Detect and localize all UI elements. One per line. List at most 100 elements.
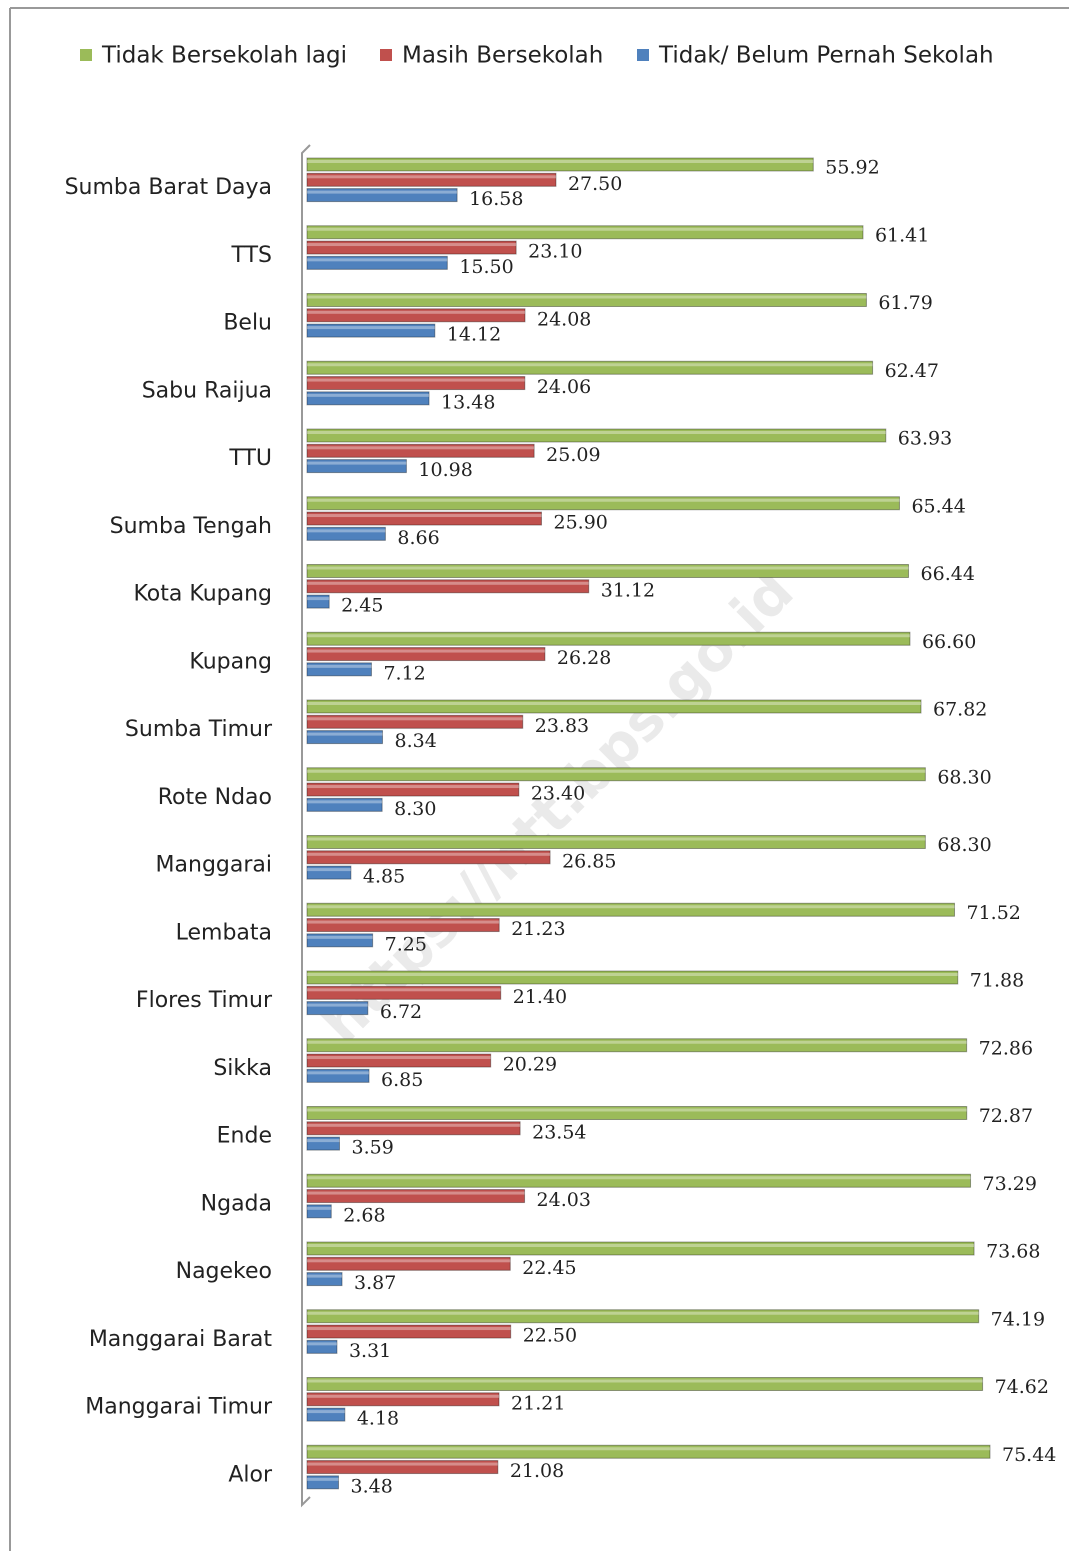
value-label: 73.29 [983, 1173, 1037, 1195]
category-label: TTS [231, 243, 272, 268]
bar [306, 797, 383, 812]
value-label: 74.62 [995, 1376, 1049, 1398]
bar-highlight [307, 1123, 521, 1127]
bar-highlight [307, 1274, 343, 1278]
bar-highlight [307, 446, 535, 450]
bar-highlight [307, 1410, 345, 1414]
bar-highlight [307, 227, 863, 231]
bar-highlight [307, 702, 922, 705]
bar [306, 782, 520, 797]
bar [306, 255, 448, 270]
category-label: Sikka [213, 1056, 272, 1081]
bar-highlight [307, 581, 589, 585]
bar-highlight [307, 363, 873, 367]
bar-highlight [307, 732, 383, 736]
bar-highlight [307, 634, 910, 638]
value-label: 22.45 [522, 1257, 576, 1279]
value-label: 75.44 [1002, 1444, 1056, 1466]
value-label: 21.08 [510, 1460, 564, 1482]
bar-highlight [307, 1311, 979, 1315]
bar-highlight [307, 393, 430, 397]
bar-highlight [307, 326, 435, 330]
value-label: 3.31 [349, 1340, 391, 1362]
bar-highlight [307, 1056, 491, 1060]
bar-highlight [307, 868, 351, 872]
legend-swatch [380, 49, 392, 61]
value-label: 25.90 [553, 512, 607, 534]
value-label: 4.85 [363, 866, 405, 888]
bar-highlight [307, 988, 501, 992]
value-label: 23.54 [532, 1121, 586, 1143]
bar [306, 699, 922, 714]
bar-highlight [307, 1477, 339, 1481]
bar [306, 1106, 968, 1120]
category-label: Alor [228, 1462, 273, 1487]
category-label: Kupang [189, 649, 272, 674]
value-label: 3.87 [354, 1272, 396, 1294]
bar [306, 428, 887, 443]
value-label: 8.66 [397, 527, 439, 549]
value-label: 13.48 [441, 391, 495, 413]
category-label: Rote Ndao [158, 785, 272, 810]
value-label: 61.79 [878, 292, 932, 314]
bar [306, 865, 352, 880]
bar-highlight [307, 800, 383, 804]
bar [306, 293, 867, 307]
bar [306, 594, 330, 609]
bar-highlight [307, 461, 407, 465]
bar [306, 172, 557, 187]
bar [306, 850, 551, 865]
bar-highlight [307, 529, 386, 533]
bar-highlight [307, 243, 517, 247]
value-label: 68.30 [937, 766, 991, 788]
value-label: 24.08 [537, 308, 591, 330]
bar [306, 1444, 991, 1459]
bar [306, 1256, 511, 1271]
value-label: 74.19 [991, 1308, 1045, 1330]
bar [306, 1038, 968, 1053]
bar [306, 526, 386, 541]
bar-highlight [307, 597, 330, 601]
value-label: 3.59 [352, 1137, 394, 1159]
category-label: Sabu Raijua [142, 378, 272, 403]
bar [306, 1189, 526, 1204]
bar [306, 308, 526, 323]
bar [306, 1136, 341, 1151]
bar-highlight [307, 664, 372, 668]
bar [306, 1001, 369, 1016]
bar-highlight [307, 431, 886, 434]
bar [306, 985, 502, 1000]
value-label: 66.60 [922, 631, 976, 653]
value-label: 20.29 [503, 1054, 557, 1076]
bar [306, 1053, 492, 1068]
legend-label: Tidak/ Belum Pernah Sekolah [658, 43, 994, 69]
bar-highlight [307, 1040, 967, 1044]
bar [306, 511, 542, 526]
bar-highlight [307, 1003, 368, 1007]
legend-label: Masih Bersekolah [402, 43, 603, 69]
bar [306, 443, 535, 458]
value-label: 8.34 [395, 730, 437, 752]
bar-highlight [307, 295, 867, 299]
value-label: 21.40 [513, 986, 567, 1008]
bar [306, 835, 926, 849]
bar-highlight [307, 310, 526, 314]
value-label: 21.23 [511, 918, 565, 940]
bar [306, 1068, 370, 1083]
bar [306, 360, 874, 375]
value-label: 73.68 [986, 1241, 1040, 1263]
value-label: 6.85 [381, 1069, 423, 1091]
bar-highlight [307, 973, 958, 976]
value-label: 4.18 [357, 1408, 399, 1430]
bar-highlight [307, 935, 373, 939]
bar-highlight [307, 1139, 340, 1143]
bar-highlight [307, 1108, 967, 1112]
category-label: Manggarai [156, 853, 272, 878]
category-label: Ngada [201, 1191, 272, 1216]
bar-highlight [307, 1394, 500, 1398]
value-label: 31.12 [601, 579, 655, 601]
bar-highlight [307, 498, 900, 502]
value-label: 16.58 [469, 188, 523, 210]
bar [306, 970, 959, 985]
value-label: 15.50 [459, 256, 513, 278]
